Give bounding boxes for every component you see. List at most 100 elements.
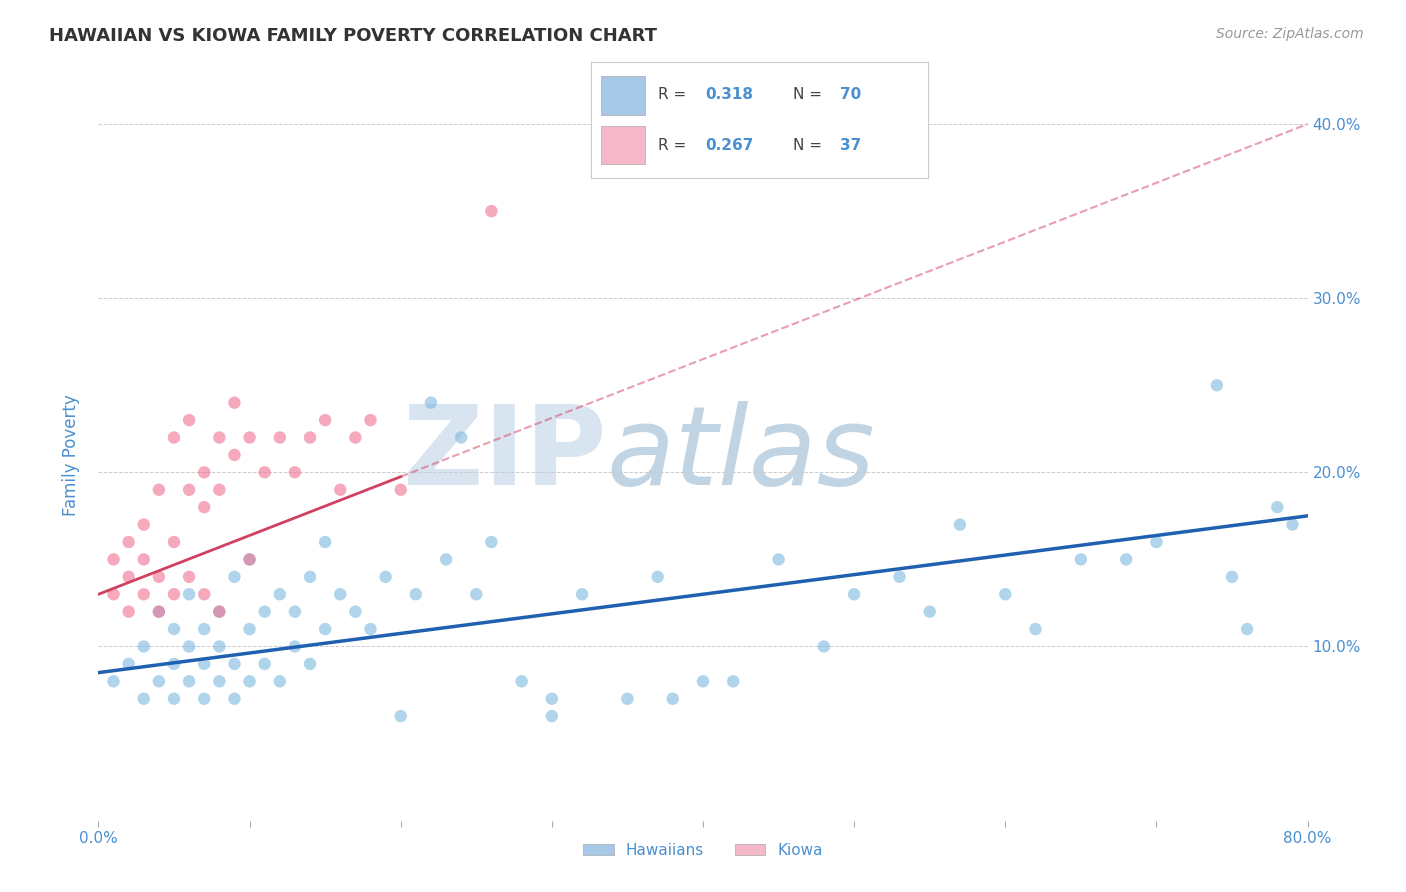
Point [224,570,246,584]
Point [224,691,246,706]
Point [389,709,412,723]
Point [148,605,170,619]
Text: N =: N = [793,87,827,103]
Point [1267,500,1289,515]
Point [844,587,866,601]
Point [253,466,276,480]
Point [1115,552,1137,566]
Point [118,605,141,619]
Point [224,657,246,671]
Point [344,430,367,444]
Point [193,500,215,515]
Text: 70: 70 [841,87,862,103]
Point [163,535,186,549]
Point [179,483,201,497]
Point [768,552,790,566]
Point [179,640,201,654]
Point [179,413,201,427]
Point [239,674,262,689]
Point [571,587,593,601]
Text: 0.267: 0.267 [706,138,754,153]
Point [284,466,307,480]
Point [314,535,336,549]
Point [269,674,291,689]
Point [163,657,186,671]
Point [692,674,714,689]
Point [949,517,972,532]
Point [1220,570,1243,584]
Point [314,622,336,636]
Point [118,657,141,671]
Point [239,622,262,636]
Point [148,674,170,689]
Point [540,709,562,723]
Point [994,587,1017,601]
Point [132,640,155,654]
Point [389,483,412,497]
Point [208,605,231,619]
Point [918,605,941,619]
Point [420,395,443,409]
Point [103,552,125,566]
Point [1236,622,1258,636]
Point [481,535,503,549]
Point [329,483,352,497]
Point [148,605,170,619]
Point [360,622,382,636]
Text: 37: 37 [841,138,862,153]
Bar [600,126,644,164]
Y-axis label: Family Poverty: Family Poverty [62,394,80,516]
Point [1024,622,1046,636]
Point [360,413,382,427]
Point [723,674,745,689]
Point [132,691,155,706]
Point [132,587,155,601]
Point [450,430,472,444]
Text: ZIP: ZIP [404,401,606,508]
Text: HAWAIIAN VS KIOWA FAMILY POVERTY CORRELATION CHART: HAWAIIAN VS KIOWA FAMILY POVERTY CORRELA… [49,27,657,45]
Point [193,466,215,480]
Point [179,570,201,584]
Text: N =: N = [793,138,827,153]
Point [269,430,291,444]
Point [329,587,352,601]
Point [616,691,638,706]
Point [239,552,262,566]
Point [208,674,231,689]
Point [284,640,307,654]
Point [148,483,170,497]
Point [269,587,291,601]
Point [239,552,262,566]
Point [193,657,215,671]
Point [208,483,231,497]
Point [208,640,231,654]
Point [193,622,215,636]
Point [179,674,201,689]
Text: Source: ZipAtlas.com: Source: ZipAtlas.com [1216,27,1364,41]
Point [374,570,396,584]
Legend: Hawaiians, Kiowa: Hawaiians, Kiowa [576,837,830,864]
Point [344,605,367,619]
Point [540,691,562,706]
Point [1144,535,1167,549]
Point [434,552,457,566]
Point [224,448,246,462]
Point [239,430,262,444]
Point [118,535,141,549]
Text: R =: R = [658,138,692,153]
Point [1206,378,1229,392]
Point [299,657,322,671]
Point [813,640,835,654]
Point [661,691,683,706]
Text: R =: R = [658,87,692,103]
Text: 0.318: 0.318 [706,87,754,103]
Point [224,395,246,409]
Point [163,691,186,706]
Point [405,587,427,601]
Point [253,605,276,619]
Text: atlas: atlas [606,401,875,508]
Point [510,674,533,689]
Point [284,605,307,619]
Point [193,587,215,601]
Point [193,691,215,706]
